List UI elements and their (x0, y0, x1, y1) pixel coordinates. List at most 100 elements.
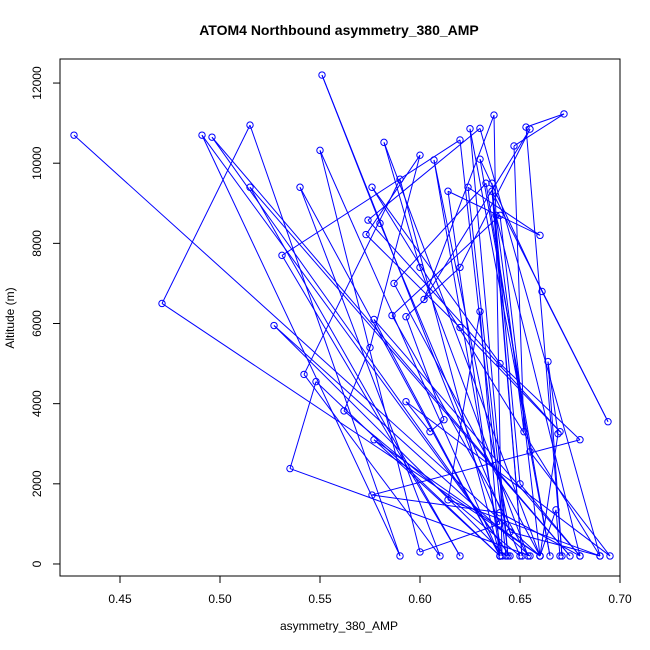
data-point (476, 307, 484, 316)
data-point (420, 295, 428, 304)
data-point (516, 480, 524, 488)
data-point (208, 133, 216, 141)
series-line-segment (539, 509, 557, 557)
series-line-segment (405, 401, 431, 433)
data-point (270, 321, 278, 330)
data-point (416, 263, 424, 272)
series-line-segment (479, 128, 601, 557)
data-point (506, 528, 514, 536)
series-line-segment (315, 381, 501, 557)
data-point (416, 548, 424, 556)
series-line-segment (447, 311, 481, 500)
data-point (596, 552, 604, 560)
data-point (506, 552, 514, 560)
data-point (556, 552, 564, 560)
series-line-segment (161, 124, 251, 304)
data-point (388, 311, 396, 320)
data-point (312, 377, 320, 386)
series-line-segment (491, 183, 521, 484)
data-point (544, 357, 552, 366)
data-point (370, 315, 378, 324)
x-tick-label: 0.70 (608, 592, 632, 606)
series-line-segment (393, 182, 487, 284)
data-point (396, 175, 404, 183)
data-point (296, 183, 304, 191)
series-line-segment (399, 179, 501, 557)
data-point (158, 299, 166, 308)
series-line-segment (447, 191, 501, 557)
data-point (278, 251, 286, 260)
x-tick-label: 0.45 (108, 592, 132, 606)
data-point (510, 142, 518, 150)
y-tick-label: 12000 (30, 66, 44, 100)
data-point (504, 552, 512, 560)
series-line-segment (419, 267, 529, 557)
series-line-segment (525, 127, 563, 557)
x-tick-label: 0.55 (308, 592, 332, 606)
data-point (416, 151, 424, 159)
data-point (316, 146, 324, 155)
series-line-segment (547, 361, 559, 434)
data-point (364, 216, 372, 224)
series-line-segment (519, 483, 581, 557)
series-line-segment (365, 234, 461, 328)
y-axis-label: Altitude (m) (3, 287, 17, 348)
data-point (496, 359, 504, 368)
data-point (456, 552, 464, 560)
data-point (318, 71, 326, 79)
series-line-segment (303, 374, 441, 557)
series-line-segment (289, 381, 317, 469)
series-points (70, 71, 614, 560)
data-point (604, 418, 612, 426)
series-line-segment (467, 187, 509, 557)
series-line-segment (423, 114, 495, 300)
series-line-segment (547, 361, 563, 556)
series-line-segment (391, 214, 501, 316)
data-point (554, 430, 562, 438)
data-point (558, 552, 566, 560)
data-point (464, 183, 472, 191)
series-line-segment (391, 315, 529, 557)
data-point (444, 496, 452, 504)
series-line-segment (491, 183, 523, 557)
data-point (576, 552, 584, 560)
series-line-segment (529, 451, 611, 557)
data-point (426, 428, 434, 436)
x-tick-label: 0.60 (408, 592, 432, 606)
series-line-segment (383, 142, 541, 557)
series-line-segment (433, 159, 511, 533)
series-line-segment (201, 134, 511, 557)
data-point (444, 187, 452, 195)
data-point (560, 110, 568, 118)
series-line-segment (525, 113, 565, 128)
series-line-segment (367, 219, 561, 433)
series-line-segment (201, 134, 401, 557)
series-line-segment (469, 128, 509, 557)
series-line-segment (383, 142, 421, 268)
series-line-segment (211, 136, 571, 557)
x-axis-label: asymmetry_380_AMP (280, 619, 398, 633)
data-point (552, 506, 560, 514)
series-line-segment (509, 531, 601, 557)
data-point (366, 343, 374, 352)
y-tick-label: 2000 (30, 470, 44, 497)
data-point (300, 370, 308, 379)
data-point (488, 187, 496, 195)
data-point (496, 508, 504, 517)
series-line-segment (371, 186, 501, 364)
data-point (456, 136, 464, 144)
series-line-segment (371, 494, 501, 514)
data-point (526, 552, 534, 560)
y-tick-label: 6000 (30, 310, 44, 337)
series-line-segment (367, 127, 481, 221)
series-line-segment (373, 319, 501, 557)
y-tick-label: 10000 (30, 146, 44, 180)
y-tick-label: 0 (30, 560, 44, 567)
series-line-segment (343, 410, 521, 557)
data-point (496, 552, 504, 560)
data-point (466, 125, 474, 133)
series-line-segment (373, 439, 501, 557)
series-line-segment (495, 215, 581, 557)
data-point (546, 552, 554, 560)
